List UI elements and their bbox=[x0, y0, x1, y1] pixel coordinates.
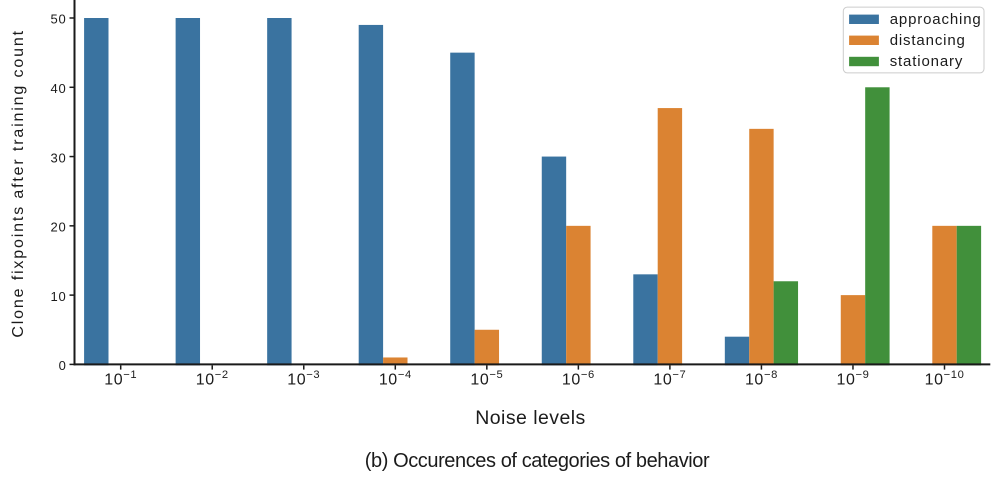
svg-text:40: 40 bbox=[51, 81, 67, 96]
svg-text:Noise levels: Noise levels bbox=[475, 407, 586, 429]
svg-text:approaching: approaching bbox=[890, 11, 982, 28]
svg-text:20: 20 bbox=[51, 220, 67, 235]
svg-text:stationary: stationary bbox=[890, 53, 964, 70]
svg-text:50: 50 bbox=[51, 12, 67, 27]
svg-text:Clone fixpoints after training: Clone fixpoints after training count bbox=[10, 29, 27, 338]
svg-text:distancing: distancing bbox=[890, 32, 966, 49]
svg-text:10: 10 bbox=[51, 289, 67, 304]
svg-text:(b) Occurences of categories o: (b) Occurences of categories of behavior bbox=[365, 450, 710, 472]
svg-text:30: 30 bbox=[51, 150, 67, 165]
svg-text:0: 0 bbox=[59, 358, 67, 373]
